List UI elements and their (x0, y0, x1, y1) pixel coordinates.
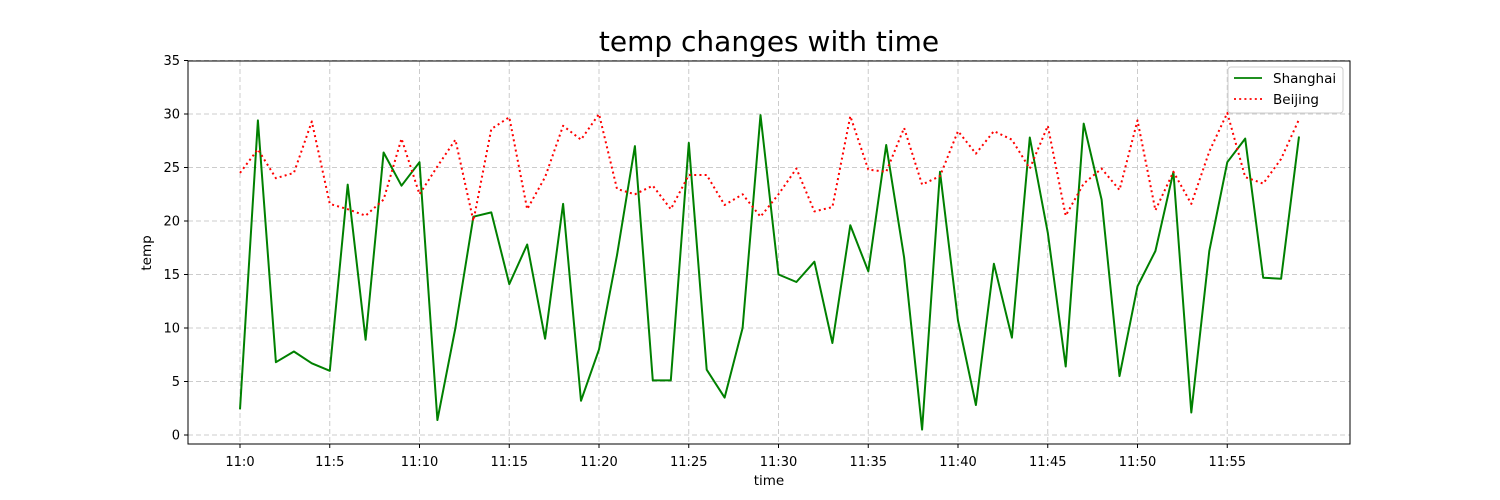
y-tick-label: 5 (172, 375, 180, 390)
y-tick-label: 0 (172, 429, 180, 444)
y-tick-label: 25 (163, 161, 180, 176)
x-tick-label: 11:40 (939, 455, 976, 470)
y-tick-label: 15 (163, 268, 180, 283)
x-tick-label: 11:15 (491, 455, 528, 470)
y-axis-label: temp (139, 235, 155, 270)
plot-frame (187, 60, 1351, 445)
legend: Shanghai Beijing (1227, 66, 1344, 114)
x-tick-label: 11:20 (580, 455, 617, 470)
x-tick-label: 11:50 (1119, 455, 1156, 470)
legend-label-beijing: Beijing (1273, 92, 1319, 108)
x-tick-label: 11:55 (1209, 455, 1246, 470)
chart-title: temp changes with time (599, 25, 939, 58)
series-line-beijing (239, 111, 1300, 222)
y-tick-label: 20 (163, 215, 180, 230)
axis-ticks: 0 5 10 15 20 25 30 35 11:0 11:5 11:10 11:15 11:20 11:… (163, 54, 1246, 470)
x-tick-label: 11:25 (670, 455, 707, 470)
x-tick-label: 11:0 (225, 455, 254, 470)
x-axis-label: time (754, 473, 785, 489)
legend-label-shanghai: Shanghai (1273, 71, 1336, 87)
x-tick-label: 11:45 (1029, 455, 1066, 470)
y-tick-label: 10 (163, 322, 180, 337)
series-line-shanghai (239, 114, 1300, 431)
y-tick-label: 35 (163, 54, 180, 69)
y-tick-label: 30 (163, 108, 180, 123)
x-tick-label: 11:35 (850, 455, 887, 470)
series-lines (239, 111, 1300, 431)
x-tick-label: 11:10 (401, 455, 438, 470)
x-tick-label: 11:30 (760, 455, 797, 470)
x-tick-label: 11:5 (315, 455, 344, 470)
